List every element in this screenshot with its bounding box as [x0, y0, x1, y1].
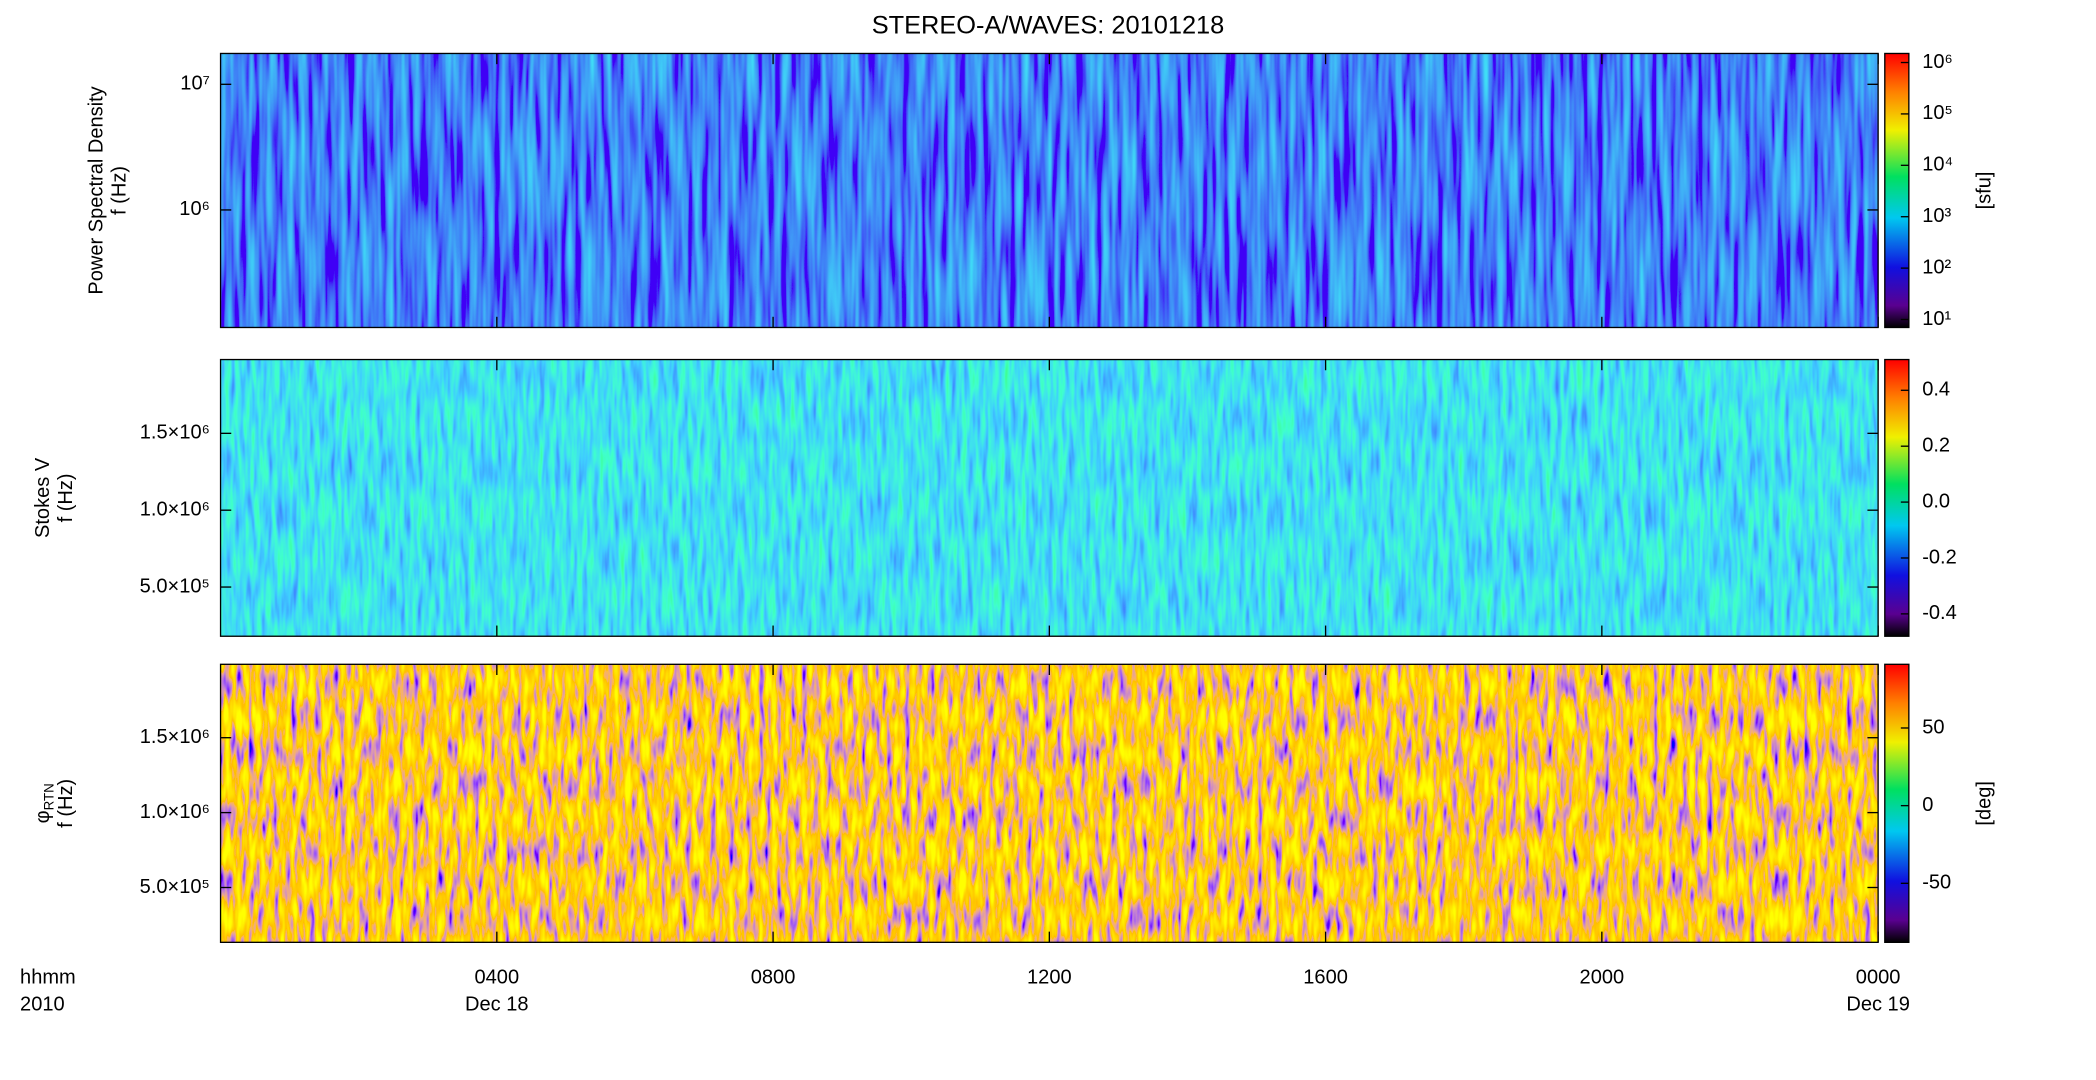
colorbar-frame	[1884, 358, 1910, 637]
chart-title: STEREO-A/WAVES: 20101218	[872, 11, 1225, 39]
colorbar	[1884, 53, 1909, 328]
y-axis-label: Power Spectral Density	[86, 86, 108, 294]
colorbar-tick-label: 10³	[1922, 205, 1951, 227]
x-tick-label: 0800	[751, 967, 796, 989]
y-tick-label: 1.0×10⁶	[140, 801, 210, 823]
colorbar-tick-label: 0.4	[1922, 379, 1950, 401]
x-date-label: Dec 19	[1846, 993, 1910, 1015]
y-axis-label: f (Hz)	[55, 779, 77, 828]
colorbar-tick-label: 10⁶	[1922, 51, 1953, 73]
x-tick-label: 0400	[475, 967, 520, 989]
colorbar-tick-label: 0.2	[1922, 434, 1950, 456]
colorbar-tick-label: 50	[1922, 716, 1944, 738]
y-axis-label-text: f (Hz)	[55, 779, 77, 828]
colorbar	[1884, 359, 1909, 637]
colorbar-tick-label: -50	[1922, 872, 1951, 894]
y-axis-label-subscript: RTN	[41, 783, 56, 810]
y-axis-label-text: φ	[32, 810, 54, 823]
colorbar-tick-label: 10¹	[1922, 308, 1951, 330]
y-axis-label-text: Stokes V	[32, 457, 54, 538]
colorbar-tick-label: 10⁵	[1922, 102, 1953, 124]
y-tick-label: 1.5×10⁶	[140, 422, 210, 444]
y-tick-label: 10⁷	[180, 73, 210, 95]
colorbar-label: [deg]	[1973, 781, 1995, 826]
colorbar-tick-label: -0.2	[1922, 546, 1957, 568]
x-axis-label: hhmm	[20, 967, 76, 989]
x-tick-label: 2000	[1580, 967, 1625, 989]
y-axis-label: Stokes V	[32, 457, 54, 538]
y-tick-label: 1.0×10⁶	[140, 498, 210, 520]
y-tick-label: 5.0×10⁵	[140, 575, 210, 597]
x-tick-label: 1200	[1027, 967, 1072, 989]
y-axis-label-text: f (Hz)	[55, 473, 77, 522]
colorbar-tick-label: 10⁴	[1922, 154, 1953, 176]
colorbar-frame	[1884, 52, 1910, 329]
y-axis-label: f (Hz)	[55, 473, 77, 522]
x-axis-label: 2010	[20, 993, 65, 1015]
spectrogram	[220, 664, 1879, 943]
x-tick-label: 1600	[1303, 967, 1348, 989]
y-axis-label-text: Power Spectral Density	[86, 86, 108, 294]
colorbar-tick-label: 10²	[1922, 256, 1951, 278]
y-axis-label: f (Hz)	[109, 166, 131, 215]
y-tick-label: 1.5×10⁶	[140, 726, 210, 748]
colorbar	[1884, 664, 1909, 943]
y-tick-label: 5.0×10⁵	[140, 876, 210, 898]
y-axis-label-text: f (Hz)	[109, 166, 131, 215]
x-date-label: Dec 18	[465, 993, 529, 1015]
colorbar-label: [sfu]	[1973, 172, 1995, 210]
y-tick-label: 10⁶	[179, 198, 210, 220]
colorbar-tick-label: 0	[1922, 794, 1933, 816]
y-axis-label: φRTN	[32, 783, 56, 823]
x-tick-label: 0000	[1856, 967, 1901, 989]
colorbar-tick-label: 0.0	[1922, 490, 1950, 512]
colorbar-frame	[1884, 663, 1910, 943]
colorbar-tick-label: -0.4	[1922, 602, 1957, 624]
spectrogram	[220, 359, 1879, 637]
spectrogram	[220, 53, 1879, 328]
